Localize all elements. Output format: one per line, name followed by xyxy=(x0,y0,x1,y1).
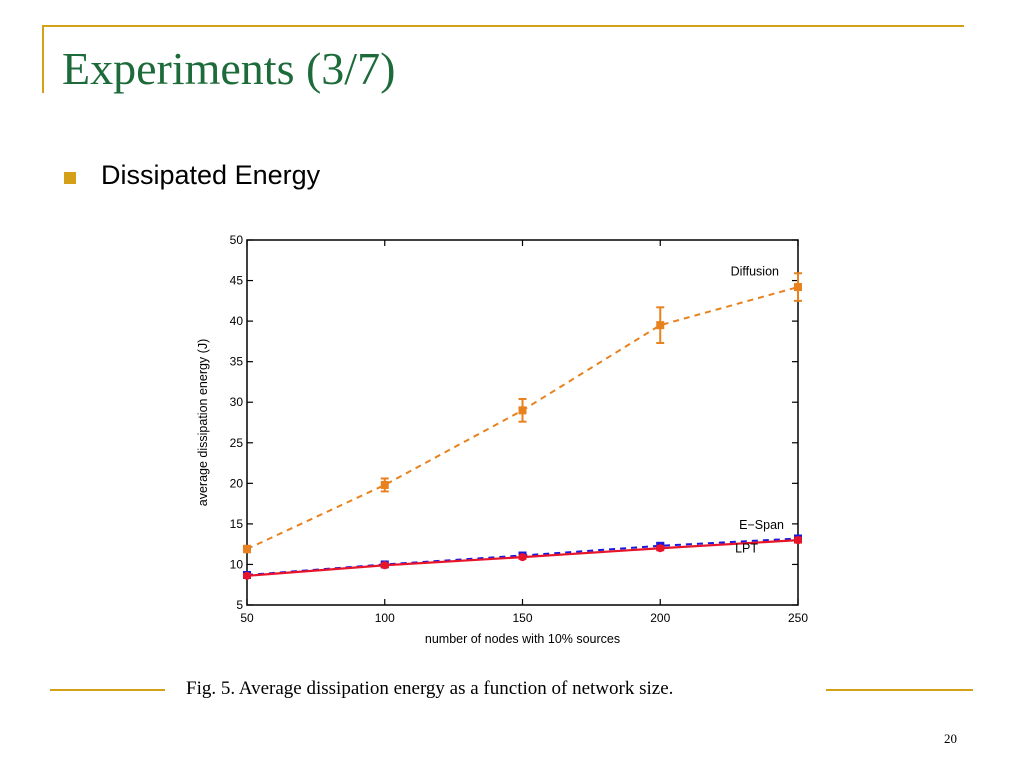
bullet-square-icon xyxy=(64,172,76,184)
x-tick-label: 50 xyxy=(240,611,254,625)
y-tick-label: 25 xyxy=(230,436,244,450)
data-point-lpt xyxy=(243,571,251,580)
data-point-diffusion xyxy=(380,480,389,489)
y-tick-label: 30 xyxy=(230,395,244,409)
y-tick-label: 35 xyxy=(230,355,244,369)
frame-left-border xyxy=(42,25,44,93)
x-tick-label: 150 xyxy=(512,611,532,625)
page-number: 20 xyxy=(944,731,957,746)
y-tick-label: 15 xyxy=(230,517,244,531)
y-axis-label: average dissipation energy (J) xyxy=(196,339,210,506)
data-point-lpt xyxy=(656,544,665,553)
data-point-lpt xyxy=(518,553,527,562)
x-tick-label: 100 xyxy=(375,611,395,625)
x-tick-label: 250 xyxy=(788,611,808,625)
frame-top-border xyxy=(42,25,964,27)
data-point-diffusion xyxy=(243,545,251,554)
data-point-lpt xyxy=(380,561,389,570)
energy-line-chart: 50 100 150 200 250 5 10 15 20 25 30 35 40 45 50 number … xyxy=(196,233,808,646)
y-tick-label: 40 xyxy=(230,314,244,328)
y-tick-label: 45 xyxy=(230,274,244,288)
y-tick-label: 50 xyxy=(230,233,244,247)
y-tick-label: 10 xyxy=(230,557,244,571)
bullet-text: Dissipated Energy xyxy=(101,160,321,190)
caption-divider-right xyxy=(826,689,973,691)
data-point-diffusion xyxy=(794,283,802,292)
y-tick-label: 5 xyxy=(236,598,243,612)
data-point-diffusion xyxy=(518,406,527,415)
x-axis-label: number of nodes with 10% sources xyxy=(425,632,620,646)
data-point-diffusion xyxy=(656,321,665,330)
series-label-lpt: LPT xyxy=(735,541,758,555)
series-label-diffusion: Diffusion xyxy=(731,265,779,279)
figure-caption: Fig. 5. Average dissipation energy as a … xyxy=(186,678,674,699)
series-label-e-span: E−Span xyxy=(739,518,784,532)
slide-title: Experiments (3/7) xyxy=(62,43,396,94)
data-point-lpt xyxy=(794,536,802,545)
caption-divider-left xyxy=(50,689,165,691)
y-tick-label: 20 xyxy=(230,476,244,490)
x-tick-label: 200 xyxy=(650,611,670,625)
